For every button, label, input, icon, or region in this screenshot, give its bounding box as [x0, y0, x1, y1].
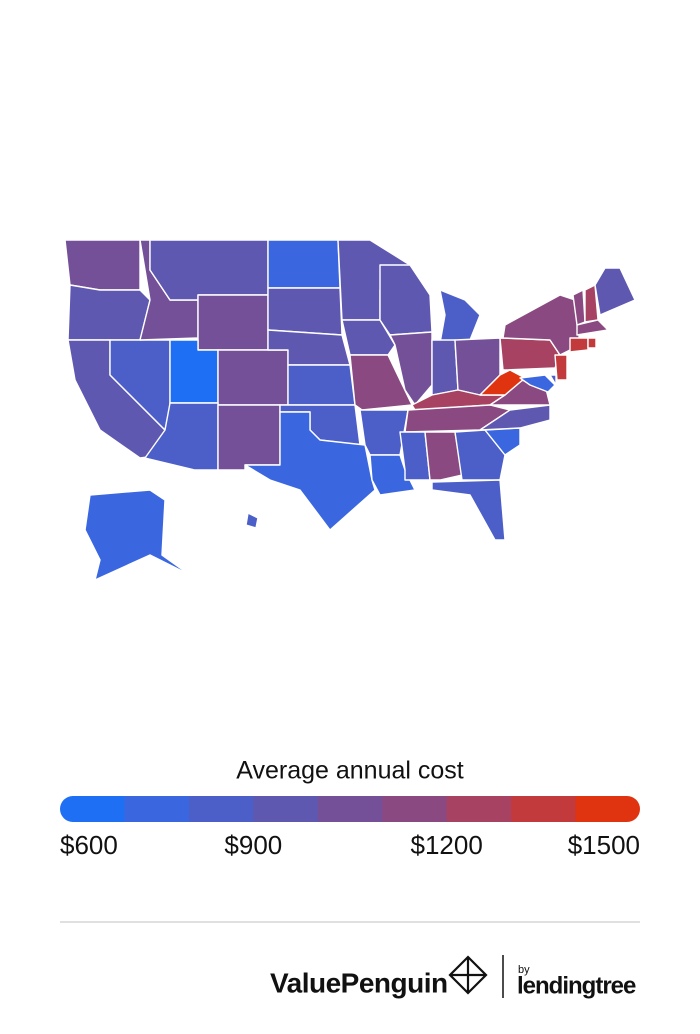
region: [576, 319, 609, 336]
region: [217, 404, 281, 471]
color-bin: [317, 796, 383, 822]
region: [149, 239, 269, 301]
region: [341, 319, 396, 356]
color-bin: [124, 796, 190, 822]
region: [424, 431, 463, 481]
region: [594, 267, 636, 316]
region: [549, 374, 557, 386]
color-bin: [188, 796, 254, 822]
region: [245, 512, 259, 529]
region: [349, 354, 413, 411]
region: [267, 287, 343, 336]
partner-logo: lendingtree: [517, 972, 636, 999]
region: [587, 337, 597, 349]
region: [67, 284, 151, 341]
region: [499, 337, 561, 371]
color-bar: [60, 796, 640, 822]
color-bin: [253, 796, 319, 822]
region: [479, 404, 551, 431]
region: [479, 369, 526, 396]
region: [439, 289, 481, 344]
map: [64, 239, 636, 581]
region: [144, 402, 219, 471]
brand-icon: [448, 955, 488, 995]
region: [399, 431, 431, 481]
color-bin: [575, 796, 640, 822]
region: [267, 239, 341, 289]
region: [431, 479, 506, 541]
icon-shape: [448, 955, 488, 995]
region: [217, 349, 289, 406]
legend-title: Average annual cost: [236, 757, 464, 785]
color-tick-label: $1500: [568, 830, 640, 860]
region: [569, 337, 589, 353]
color-tick-label: $1200: [411, 830, 483, 860]
region: [84, 489, 191, 581]
region: [369, 454, 416, 496]
color-bin: [446, 796, 512, 822]
region: [554, 354, 568, 381]
region: [287, 364, 356, 406]
region: [379, 264, 433, 336]
region: [244, 411, 376, 531]
region: [431, 339, 459, 396]
by-text: by: [518, 964, 530, 976]
color-bin: [511, 796, 577, 822]
region: [519, 374, 556, 393]
color-bin: [60, 796, 125, 822]
color-ticks: $600 $900 $1200 $1500: [60, 830, 640, 860]
color-bin: [382, 796, 448, 822]
region: [169, 339, 219, 404]
color-tick-label: $600: [60, 830, 118, 860]
color-tick-label: $900: [224, 830, 282, 860]
region: [197, 294, 269, 351]
brand-logo: ValuePenguin: [270, 967, 448, 998]
region: [64, 239, 141, 291]
